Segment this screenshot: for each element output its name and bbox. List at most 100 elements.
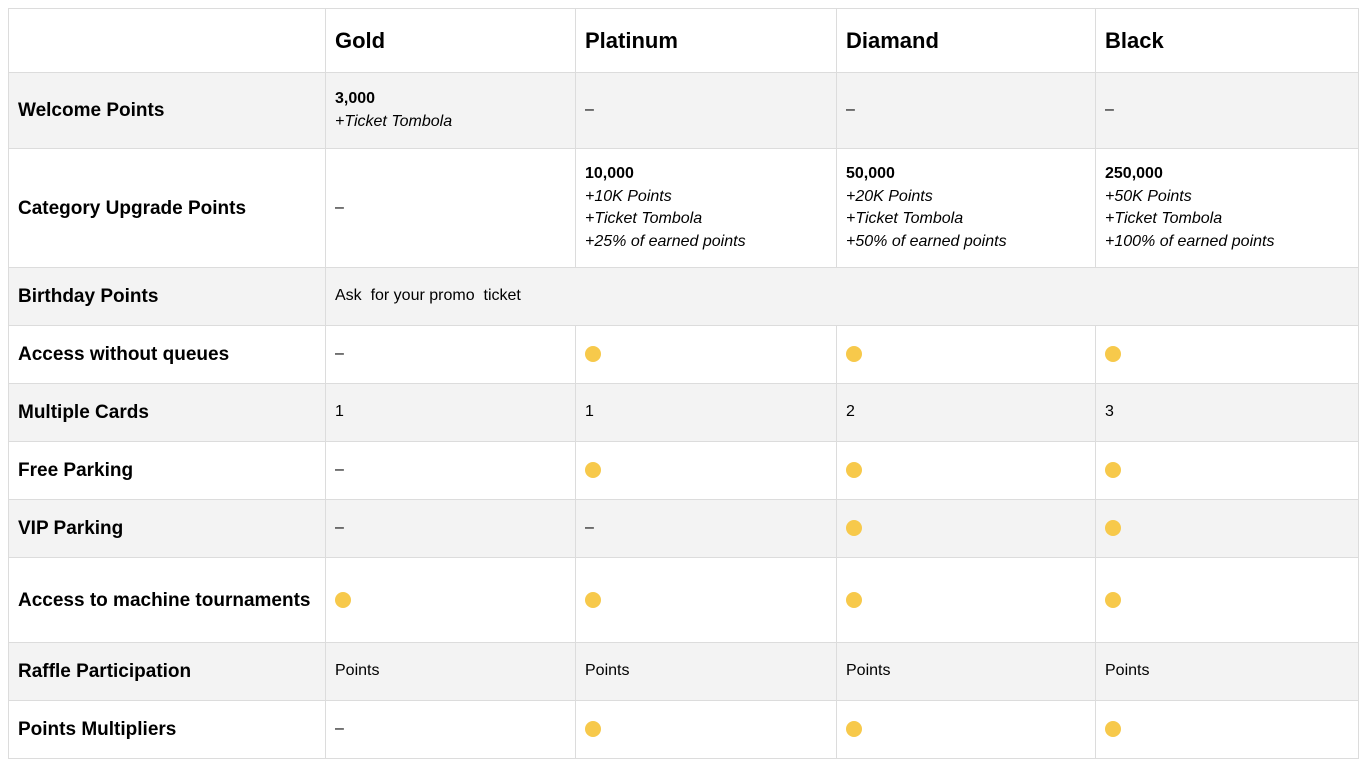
upgrade-line: +Ticket Tombola: [1105, 210, 1223, 227]
cell-platinum: [575, 557, 837, 643]
row-machine-tournaments: Access to machine tournaments: [8, 557, 1359, 643]
row-label: Access without queues: [8, 325, 326, 384]
upgrade-line: +25% of earned points: [585, 232, 746, 250]
cell-diamand: [836, 325, 1096, 384]
yellow-dot-icon: [1105, 721, 1121, 738]
yellow-dot-icon: [585, 591, 601, 608]
cell-platinum: [575, 441, 837, 500]
row-label: VIP Parking: [8, 499, 326, 558]
row-access-without-queues: Access without queues –: [8, 325, 1359, 384]
upgrade-line: +50% of earned points: [846, 232, 1007, 250]
cell-gold: Points: [325, 642, 576, 701]
dash-value: –: [335, 345, 344, 363]
cell-black: 3: [1095, 383, 1359, 442]
row-label: Raffle Participation: [8, 642, 326, 701]
cell-platinum: 1: [575, 383, 837, 442]
cell-platinum: 10,000 +10K Points +Ticket Tombola +25% …: [575, 148, 837, 268]
cell-gold: [325, 557, 576, 643]
header-gold: Gold: [325, 8, 576, 73]
cell-gold: –: [325, 148, 576, 268]
cell-diamand: [836, 700, 1096, 759]
welcome-points-value: 3,000: [335, 90, 376, 107]
dash-value: –: [335, 461, 344, 479]
dash-value: –: [585, 101, 594, 119]
cell-diamand: 50,000 +20K Points +Ticket Tombola +50% …: [836, 148, 1096, 268]
cell-gold: –: [325, 441, 576, 500]
row-multiple-cards: Multiple Cards 1 1 2 3: [8, 383, 1359, 442]
row-free-parking: Free Parking –: [8, 441, 1359, 500]
header-platinum: Platinum: [575, 8, 837, 73]
cell-platinum: Points: [575, 642, 837, 701]
yellow-dot-icon: [1105, 591, 1121, 608]
row-label: Access to machine tournaments: [8, 557, 326, 643]
tier-comparison: Gold Platinum Diamand Black Welcome Poin…: [8, 8, 1359, 759]
welcome-points-note: +Ticket Tombola: [335, 112, 453, 130]
dash-value: –: [1105, 101, 1114, 119]
cell-gold: –: [325, 700, 576, 759]
yellow-dot-icon: [846, 721, 862, 738]
row-label: Birthday Points: [8, 267, 326, 326]
row-raffle-participation: Raffle Participation Points Points Point…: [8, 642, 1359, 701]
dash-value: –: [335, 720, 344, 738]
row-label: Welcome Points: [8, 72, 326, 149]
upgrade-value: 250,000: [1105, 165, 1163, 182]
dash-value: –: [335, 198, 344, 216]
cell-diamand: 2: [836, 383, 1096, 442]
cell-black: Points: [1095, 642, 1359, 701]
yellow-dot-icon: [846, 591, 862, 608]
yellow-dot-icon: [1105, 462, 1121, 479]
yellow-dot-icon: [846, 346, 862, 363]
yellow-dot-icon: [585, 462, 601, 479]
cell-diamand: Points: [836, 642, 1096, 701]
upgrade-line: +Ticket Tombola: [846, 210, 964, 227]
upgrade-line: +20K Points: [846, 187, 933, 205]
cell-black: [1095, 557, 1359, 643]
cell-gold: –: [325, 325, 576, 384]
yellow-dot-icon: [585, 721, 601, 738]
upgrade-value: 10,000: [585, 165, 634, 182]
header-row: Gold Platinum Diamand Black: [8, 8, 1359, 73]
cell-gold: 1: [325, 383, 576, 442]
row-label: Points Multipliers: [8, 700, 326, 759]
cell-diamand: [836, 557, 1096, 643]
cell-gold: 3,000 +Ticket Tombola: [325, 72, 576, 149]
cell-black: [1095, 441, 1359, 500]
cell-black: 250,000 +50K Points +Ticket Tombola +100…: [1095, 148, 1359, 268]
upgrade-line: +100% of earned points: [1105, 232, 1275, 250]
dash-value: –: [585, 519, 594, 537]
yellow-dot-icon: [585, 346, 601, 363]
row-label: Free Parking: [8, 441, 326, 500]
cell-black: [1095, 499, 1359, 558]
header-black: Black: [1095, 8, 1359, 73]
upgrade-line: +50K Points: [1105, 187, 1192, 205]
upgrade-line: +10K Points: [585, 187, 672, 205]
cell-platinum: –: [575, 499, 837, 558]
cell-platinum: –: [575, 72, 837, 149]
row-category-upgrade-points: Category Upgrade Points – 10,000 +10K Po…: [8, 148, 1359, 268]
yellow-dot-icon: [1105, 346, 1121, 363]
cell-platinum: [575, 325, 837, 384]
yellow-dot-icon: [846, 462, 862, 479]
upgrade-value: 50,000: [846, 165, 895, 182]
dash-value: –: [335, 519, 344, 537]
row-vip-parking: VIP Parking – –: [8, 499, 1359, 558]
cell-gold: –: [325, 499, 576, 558]
yellow-dot-icon: [1105, 520, 1121, 537]
dash-value: –: [846, 101, 855, 119]
row-points-multipliers: Points Multipliers –: [8, 700, 1359, 759]
cell-platinum: [575, 700, 837, 759]
tier-comparison-table: Gold Platinum Diamand Black Welcome Poin…: [8, 8, 1359, 759]
cell-black: [1095, 700, 1359, 759]
cell-diamand: [836, 499, 1096, 558]
cell-diamand: –: [836, 72, 1096, 149]
cell-black: –: [1095, 72, 1359, 149]
row-birthday-points: Birthday Points Ask for your promo ticke…: [8, 267, 1359, 326]
cell-black: [1095, 325, 1359, 384]
row-label: Multiple Cards: [8, 383, 326, 442]
yellow-dot-icon: [335, 591, 351, 608]
yellow-dot-icon: [846, 520, 862, 537]
row-welcome-points: Welcome Points 3,000 +Ticket Tombola – –…: [8, 72, 1359, 149]
upgrade-line: +Ticket Tombola: [585, 210, 703, 227]
header-empty: [8, 8, 326, 73]
row-label: Category Upgrade Points: [8, 148, 326, 268]
